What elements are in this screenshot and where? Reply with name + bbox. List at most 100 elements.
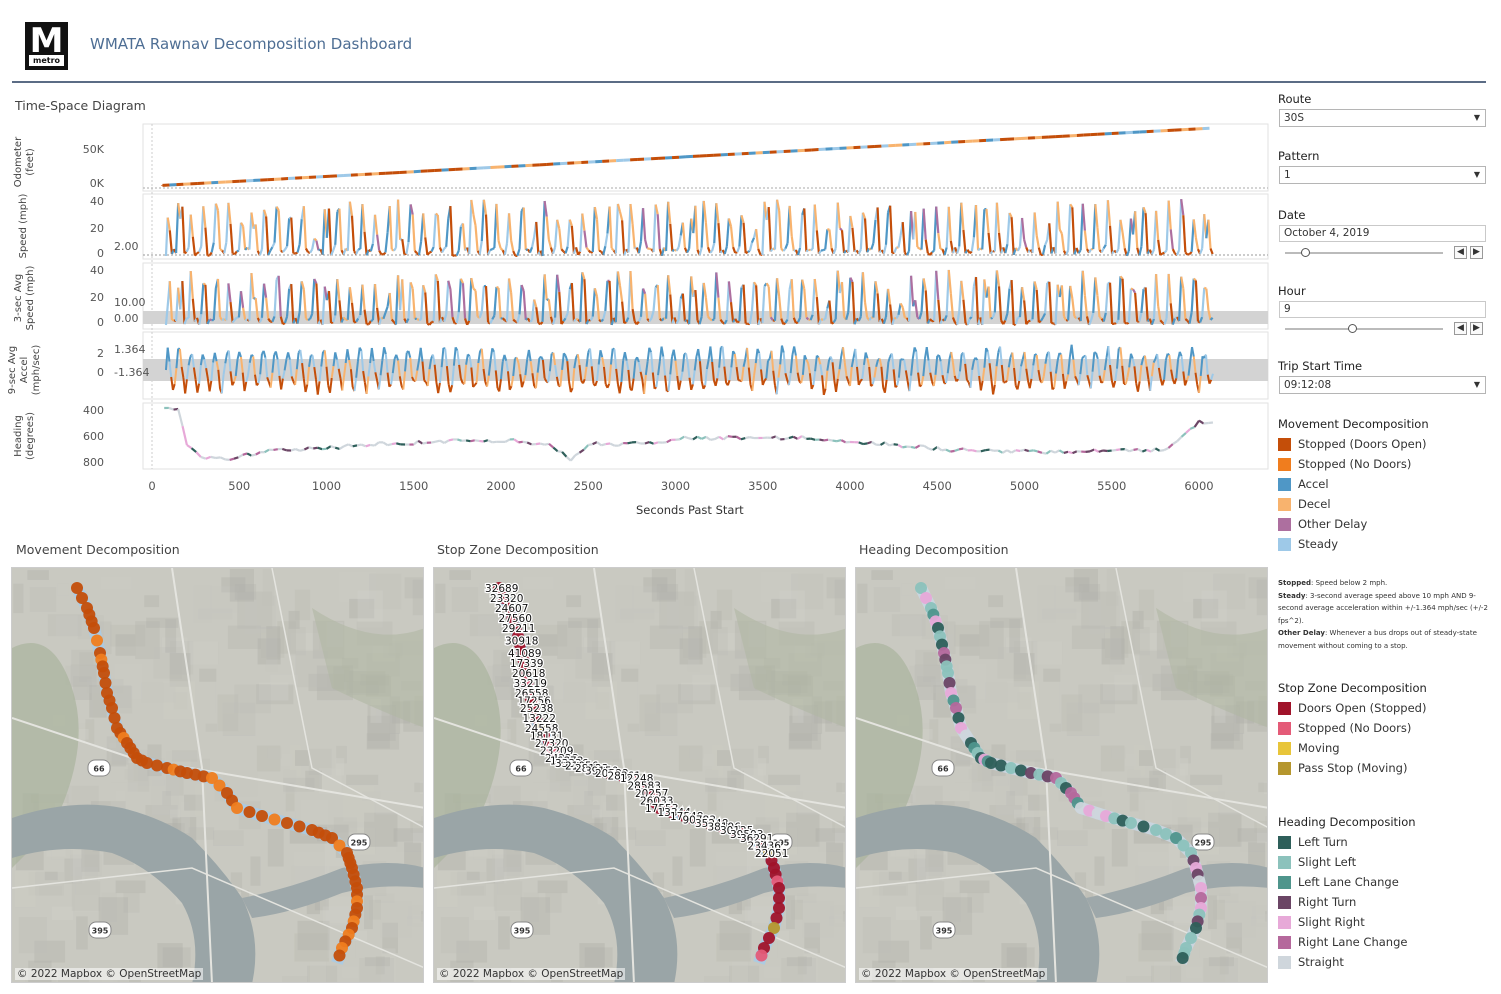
- heading-segment: [819, 438, 825, 442]
- map-texture: [836, 782, 845, 793]
- hour-next-button[interactable]: ▶: [1470, 322, 1483, 335]
- accel-segment: [1168, 355, 1173, 370]
- accel-segment: [615, 368, 619, 385]
- avg-speed-segment: [924, 290, 929, 324]
- map-texture: [1193, 598, 1219, 619]
- hour-input[interactable]: 9: [1279, 301, 1486, 318]
- accel-segment: [1006, 367, 1010, 381]
- date-slider-knob[interactable]: [1301, 248, 1310, 257]
- legend-item[interactable]: Stopped (No Doors): [1278, 454, 1493, 474]
- heading-map[interactable]: 66 295 395 © 2022 Mapbox © OpenStreetMap: [855, 567, 1268, 983]
- legend-item[interactable]: Left Turn: [1278, 832, 1493, 852]
- legend-item[interactable]: Right Lane Change: [1278, 932, 1493, 952]
- speed-segment: [422, 213, 427, 238]
- timespace-chart[interactable]: 50K 0K 40 20 0 40 20 0 2 0 400 600 800 2.00 10.00 0.00 1…: [10, 122, 1270, 497]
- shield-bg: [931, 759, 955, 777]
- stopzone-map[interactable]: 66 295 395 32689 23320 24607 27560 29211 30918 41…: [433, 567, 846, 983]
- speed-segment: [1138, 246, 1143, 256]
- shield-label: 395: [514, 927, 531, 936]
- accel-segment: [1065, 374, 1070, 382]
- stopzone-legend: Stop Zone Decomposition Doors Open (Stop…: [1278, 681, 1493, 778]
- speed-segment: [461, 223, 467, 251]
- heading-segment: [492, 440, 497, 444]
- heading-segment: [352, 444, 358, 448]
- heading-segment: [923, 444, 930, 450]
- map-texture: [1208, 957, 1234, 967]
- legend-item[interactable]: Stopped (Doors Open): [1278, 434, 1493, 454]
- date-next-button[interactable]: ▶: [1470, 246, 1483, 259]
- date-input[interactable]: October 4, 2019: [1279, 225, 1486, 242]
- accel-segment: [1070, 344, 1075, 360]
- avg-speed-segment: [1054, 284, 1059, 325]
- map-texture: [1013, 809, 1025, 819]
- hour-slider-track[interactable]: [1285, 328, 1443, 330]
- legend-item[interactable]: Right Turn: [1278, 892, 1493, 912]
- pattern-select[interactable]: 1 ▼: [1279, 166, 1486, 184]
- date-prev-button[interactable]: ◀: [1454, 246, 1467, 259]
- legend-item[interactable]: Accel: [1278, 474, 1493, 494]
- map-texture: [1180, 745, 1191, 764]
- legend-item[interactable]: Left Lane Change: [1278, 872, 1493, 892]
- legend-item[interactable]: Slight Right: [1278, 912, 1493, 932]
- map-texture: [79, 652, 97, 682]
- legend-item[interactable]: Straight: [1278, 952, 1493, 972]
- legend-item[interactable]: Moving: [1278, 738, 1493, 758]
- heading-segment: [290, 448, 296, 452]
- map-texture: [563, 682, 598, 703]
- map-texture: [285, 782, 295, 812]
- route-select[interactable]: 30S ▼: [1279, 109, 1486, 127]
- speed-segment: [214, 203, 220, 211]
- accel-segment: [787, 373, 792, 386]
- legend-item[interactable]: Doors Open (Stopped): [1278, 698, 1493, 718]
- accel-segment: [922, 358, 927, 377]
- accel-segment: [201, 354, 206, 360]
- map-texture: [99, 621, 112, 655]
- avg-speed-segment: [436, 280, 442, 323]
- movement-map[interactable]: 66 295 395 © 2022 Mapbox © OpenStreetMap: [11, 567, 424, 983]
- heading-segment: [653, 441, 659, 445]
- accel-segment: [887, 356, 892, 363]
- avg-speed-segment: [918, 311, 923, 320]
- heading-segment: [941, 448, 947, 452]
- stop-id-label: 32689: [485, 583, 518, 595]
- map-texture: [583, 637, 610, 654]
- legend-item[interactable]: Pass Stop (Moving): [1278, 758, 1493, 778]
- avg-speed-segment: [401, 279, 406, 319]
- accel-segment: [957, 371, 961, 380]
- hour-prev-button[interactable]: ◀: [1454, 322, 1467, 335]
- speed-segment: [189, 214, 194, 237]
- speed-segment: [267, 250, 272, 256]
- accel-segment: [428, 358, 433, 370]
- speed-segment: [748, 242, 753, 252]
- date-slider-track[interactable]: [1285, 252, 1443, 254]
- legend-item[interactable]: Other Delay: [1278, 514, 1493, 534]
- speed-segment: [522, 207, 527, 251]
- route-point: [293, 820, 306, 833]
- route-point: [755, 949, 768, 962]
- accel-segment: [1182, 371, 1187, 386]
- speed-segment: [974, 205, 980, 251]
- speed-segment: [1058, 229, 1063, 235]
- map-texture: [627, 723, 640, 732]
- map-texture: [791, 899, 803, 920]
- map-texture: [66, 785, 99, 810]
- avg-speed-segment: [1157, 305, 1162, 321]
- avg-speed-segment: [332, 315, 337, 323]
- speed-segment: [1134, 211, 1139, 248]
- legend-item[interactable]: Decel: [1278, 494, 1493, 514]
- avg-speed-segment: [736, 320, 740, 324]
- speed-segment: [700, 200, 705, 248]
- legend-item[interactable]: Slight Left: [1278, 852, 1493, 872]
- route-point: [1170, 832, 1182, 844]
- legend-item[interactable]: Steady: [1278, 534, 1493, 554]
- trip-start-select[interactable]: 09:12:08 ▼: [1279, 376, 1486, 394]
- speed-segment: [227, 202, 232, 225]
- map-texture: [711, 745, 723, 776]
- legend-item[interactable]: Stopped (No Doors): [1278, 718, 1493, 738]
- heading-segment: [1208, 421, 1214, 425]
- accel-segment: [274, 351, 279, 360]
- hour-slider-knob[interactable]: [1348, 324, 1357, 333]
- map-texture: [166, 751, 202, 760]
- avg-speed-segment: [355, 317, 360, 323]
- heading-segment: [749, 436, 755, 440]
